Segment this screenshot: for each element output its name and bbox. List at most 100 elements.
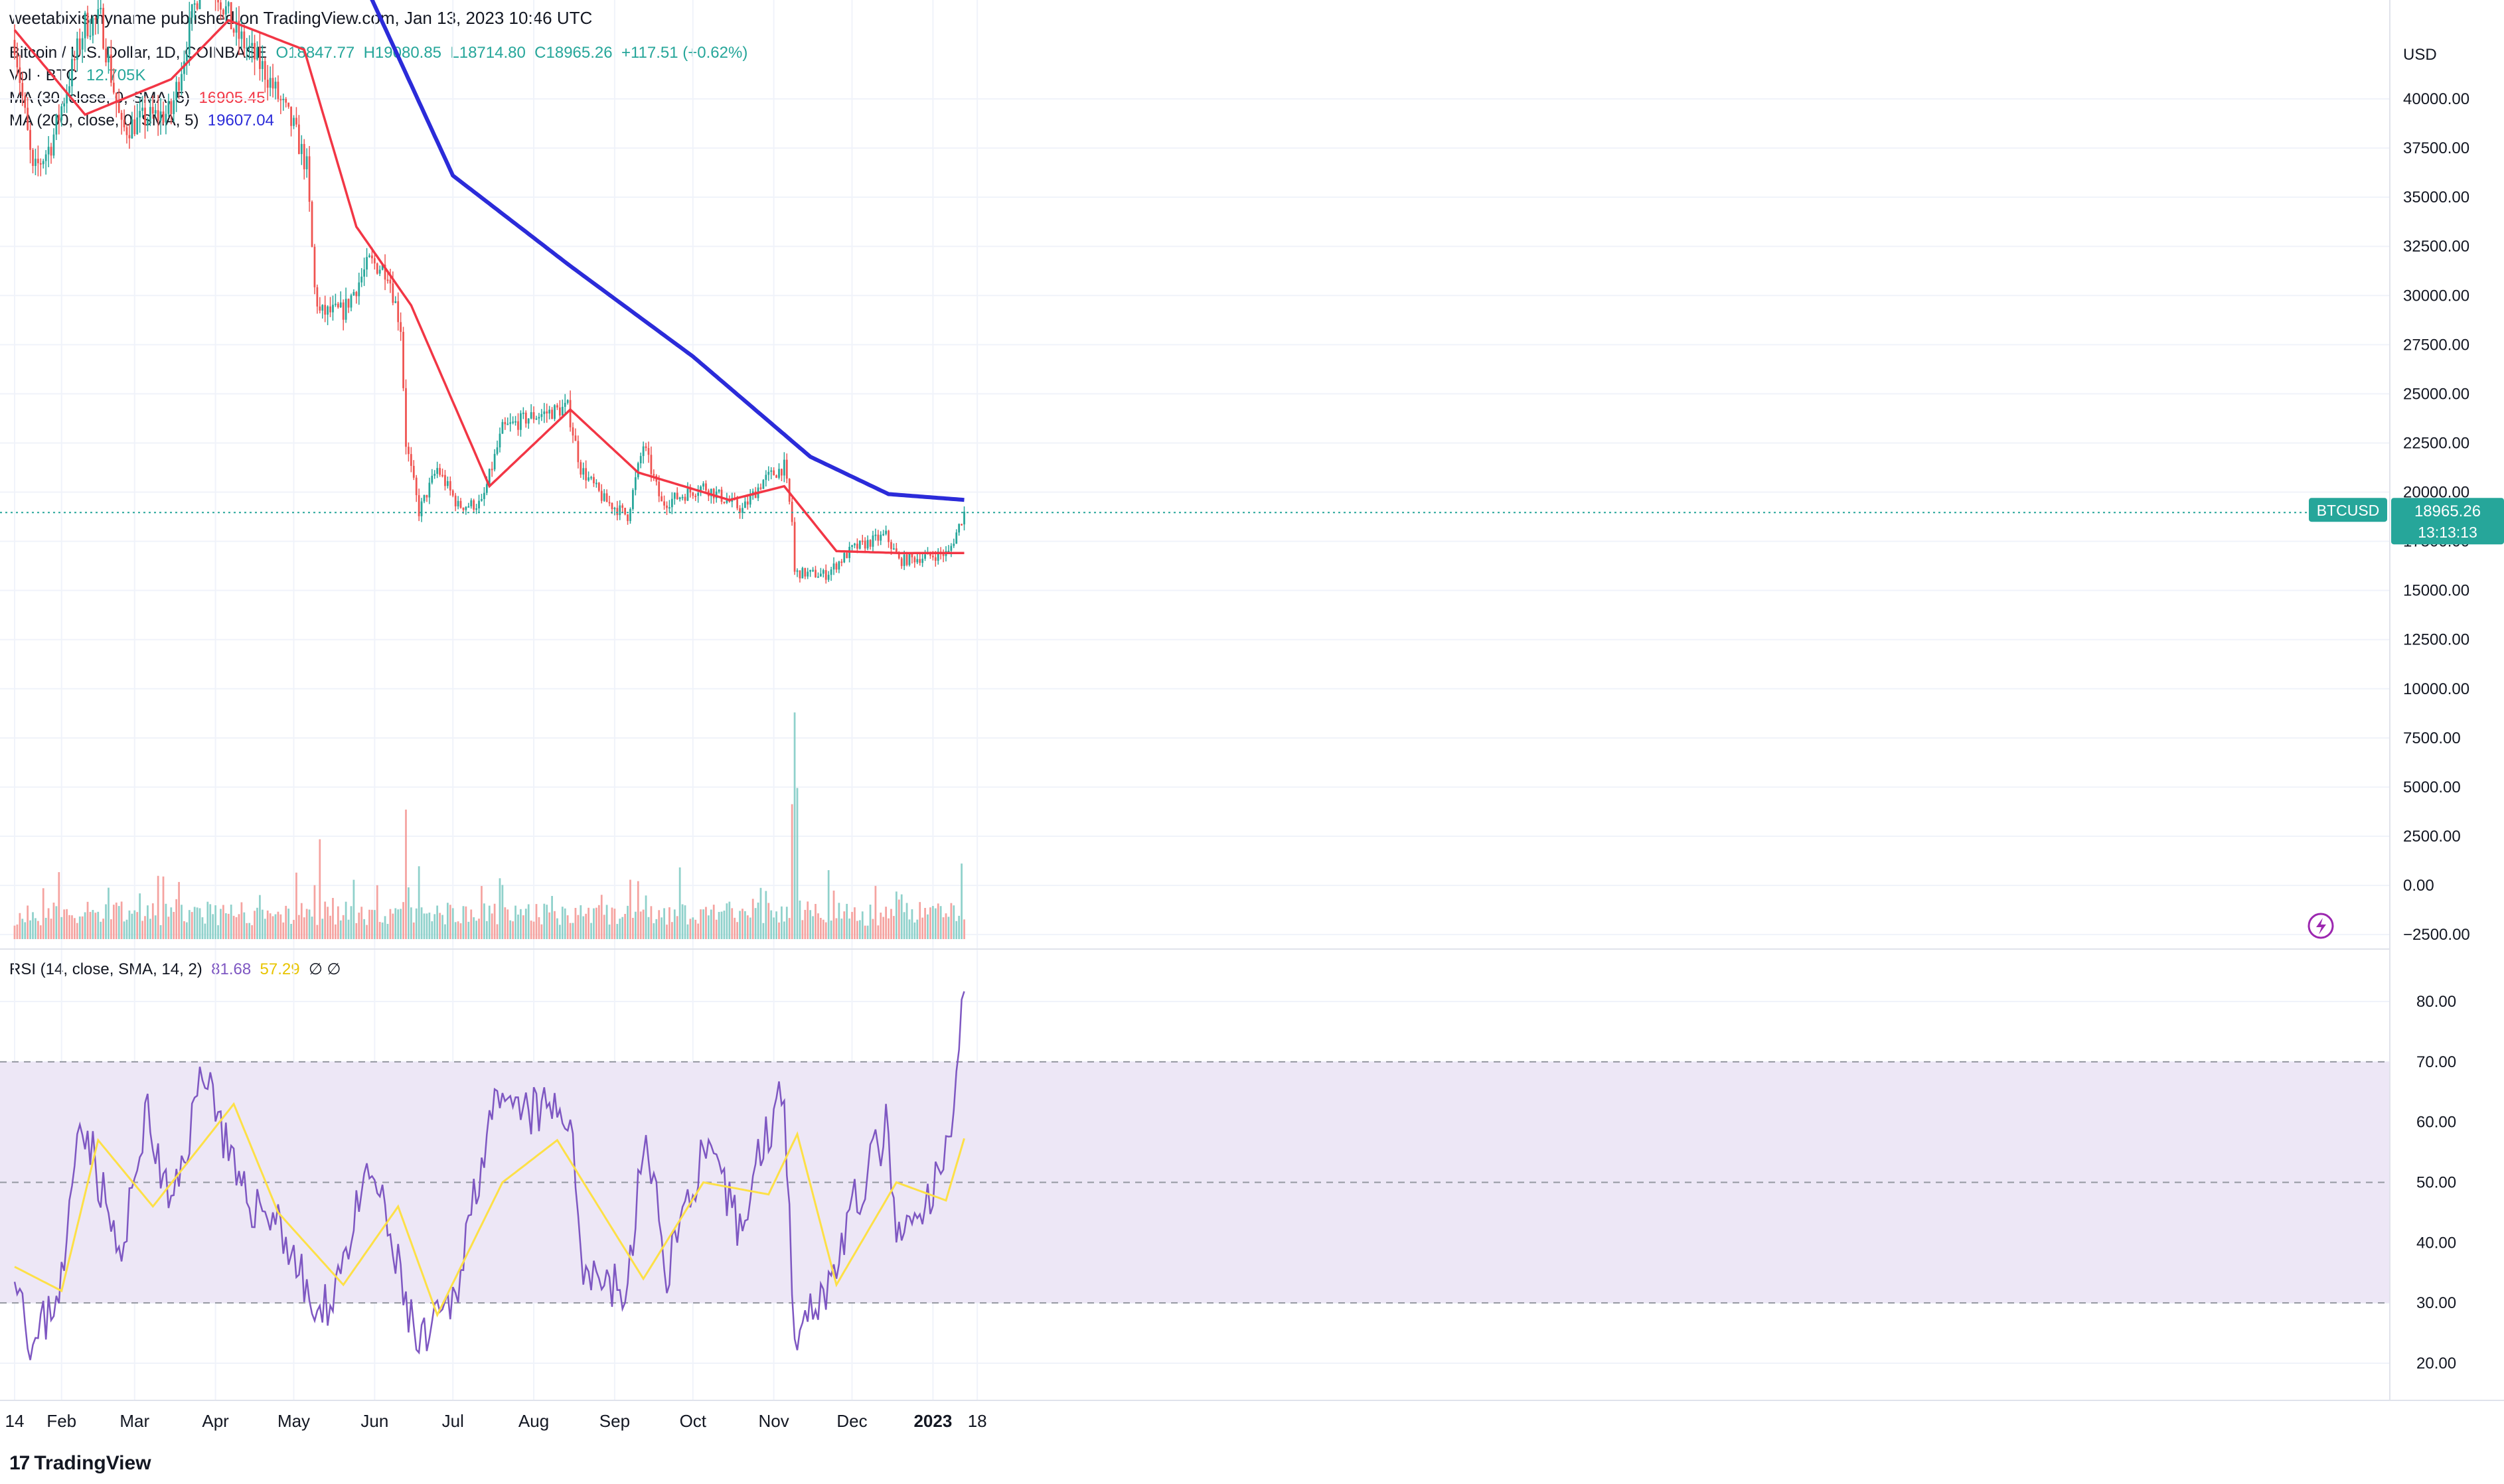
volume-bar bbox=[851, 912, 853, 939]
candle-body bbox=[561, 406, 564, 416]
ma200-legend: MA (200, close, 0, SMA, 5) 19607.04 bbox=[9, 111, 274, 130]
time-tick-label: Jun bbox=[360, 1411, 388, 1431]
volume-bar bbox=[561, 907, 564, 939]
price-tick-label: 0.00 bbox=[2403, 877, 2434, 895]
rsi-settings-icons[interactable]: ∅ ∅ bbox=[308, 960, 341, 978]
volume-bar bbox=[655, 919, 658, 939]
volume-bar bbox=[861, 911, 864, 939]
candle-body bbox=[616, 508, 619, 516]
volume-bar bbox=[128, 910, 131, 939]
volume-bar bbox=[919, 902, 921, 939]
volume-bar bbox=[139, 893, 141, 939]
price-tick-label: 15000.00 bbox=[2403, 582, 2469, 600]
candle-body bbox=[78, 38, 81, 50]
candle-body bbox=[512, 421, 514, 423]
candle-body bbox=[645, 446, 647, 449]
candle-body bbox=[791, 501, 793, 522]
volume-bar bbox=[916, 919, 919, 939]
volume-bar bbox=[728, 901, 731, 939]
candle-body bbox=[880, 534, 882, 541]
volume-bar bbox=[418, 866, 420, 939]
volume-bar bbox=[632, 917, 634, 939]
volume-bar bbox=[616, 924, 619, 939]
volume-bar bbox=[882, 917, 885, 939]
volume-bar bbox=[858, 920, 861, 939]
volume-bar bbox=[767, 903, 770, 939]
candle-body bbox=[243, 31, 246, 48]
time-tick-label: Oct bbox=[680, 1411, 707, 1431]
volume-bar bbox=[110, 919, 112, 939]
moving-averages bbox=[0, 0, 2390, 555]
volume-bar bbox=[441, 915, 443, 939]
volume-bar bbox=[543, 903, 546, 939]
volume-bar bbox=[885, 907, 887, 939]
ma30-line bbox=[13, 19, 965, 555]
volume-bar bbox=[812, 916, 814, 939]
volume-bar bbox=[819, 918, 822, 939]
volume-bar bbox=[639, 911, 642, 939]
candle-body bbox=[68, 86, 70, 93]
volume-bar bbox=[285, 905, 287, 939]
candle-body bbox=[21, 82, 24, 96]
candle-body bbox=[295, 117, 297, 125]
candle-body bbox=[621, 505, 624, 508]
candle-body bbox=[441, 475, 443, 477]
time-tick-label: Dec bbox=[836, 1411, 867, 1431]
candle-body bbox=[402, 332, 404, 388]
candle-body bbox=[689, 488, 692, 493]
candle-body bbox=[773, 470, 775, 476]
candle-body bbox=[154, 110, 157, 114]
candle-body bbox=[335, 303, 337, 305]
rsi-tick-label: 30.00 bbox=[2416, 1294, 2456, 1312]
volume-bar bbox=[934, 908, 937, 939]
volume-bars bbox=[13, 712, 965, 939]
candle-body bbox=[726, 500, 728, 503]
volume-bar bbox=[220, 909, 222, 939]
volume-bar bbox=[827, 870, 830, 939]
candle-body bbox=[305, 156, 308, 170]
candle-body bbox=[454, 495, 457, 506]
volume-bar bbox=[467, 921, 470, 939]
candle-body bbox=[261, 61, 264, 69]
volume-bar bbox=[470, 909, 473, 939]
candle-body bbox=[509, 422, 512, 424]
volume-bar bbox=[627, 905, 629, 939]
candle-body bbox=[400, 322, 402, 333]
volume-bar bbox=[165, 903, 167, 939]
candle-body bbox=[893, 548, 895, 550]
candle-body bbox=[467, 506, 470, 508]
candle-body bbox=[230, 2, 232, 30]
volume-bar bbox=[913, 922, 916, 939]
symbol-title[interactable]: Bitcoin / U.S. Dollar, 1D, COINBASE bbox=[9, 44, 268, 62]
candle-body bbox=[251, 42, 254, 46]
candle-body bbox=[514, 421, 516, 423]
candle-body bbox=[866, 540, 869, 549]
volume-bar bbox=[193, 907, 196, 939]
ohlc-open: O18847.77 bbox=[275, 44, 355, 62]
volume-bar bbox=[524, 909, 527, 939]
volume-bar bbox=[900, 894, 903, 939]
volume-bar bbox=[501, 885, 504, 939]
ma30-label[interactable]: MA (30, close, 0, SMA, 5) bbox=[9, 89, 191, 107]
candle-body bbox=[556, 405, 558, 408]
volume-bar bbox=[708, 915, 710, 939]
volume-bar bbox=[921, 917, 924, 939]
candle-body bbox=[600, 490, 603, 501]
volume-bar bbox=[198, 908, 201, 939]
rsi-label[interactable]: RSI (14, close, SMA, 14, 2) bbox=[9, 960, 202, 978]
candle-body bbox=[491, 469, 493, 471]
candle-body bbox=[827, 575, 830, 580]
ma200-label[interactable]: MA (200, close, 0, SMA, 5) bbox=[9, 111, 199, 129]
volume-bar bbox=[423, 913, 426, 939]
candle-body bbox=[44, 154, 47, 161]
candle-body bbox=[856, 544, 858, 549]
volume-bar bbox=[183, 921, 185, 939]
candle-body bbox=[428, 482, 431, 498]
candle-body bbox=[39, 163, 42, 165]
volume-bar bbox=[491, 913, 493, 939]
candle-body bbox=[196, 3, 198, 9]
candle-body bbox=[347, 299, 350, 308]
candle-body bbox=[546, 411, 548, 413]
candle-body bbox=[300, 143, 303, 155]
